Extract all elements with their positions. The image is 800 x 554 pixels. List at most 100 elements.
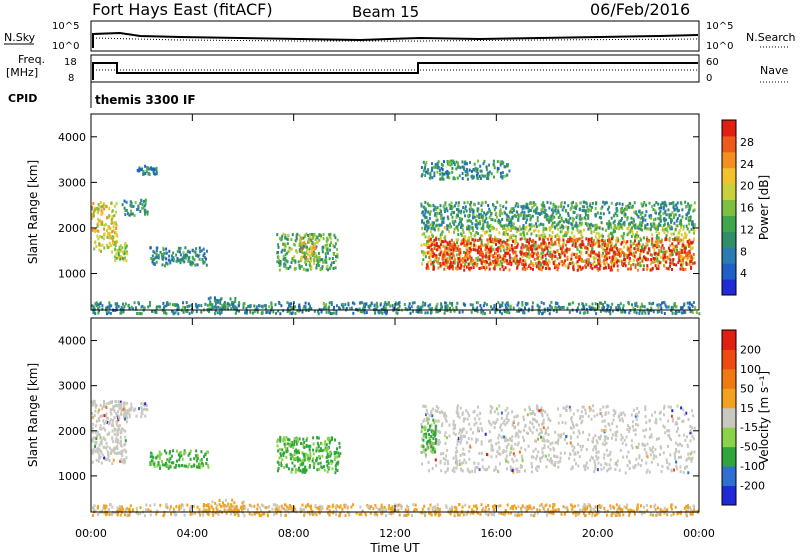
power-cell [486,224,489,228]
power-cell [364,302,367,306]
power-cell [505,206,508,210]
power-cell [94,240,97,244]
power-cell [169,259,172,263]
power-cell [566,231,569,235]
power-cell [501,175,504,179]
power-cell [451,264,454,268]
power-cell [328,235,331,239]
power-cell [456,247,459,251]
power-cell [176,257,179,260]
power-cell [290,247,293,251]
power-cell [539,267,542,271]
power-cell [670,227,673,231]
power-cell [524,237,527,241]
power-cell [483,219,486,223]
power-cell [494,206,497,209]
power-cell [571,216,574,220]
power-cell [323,305,326,309]
power-cell [108,232,111,235]
velocity-cell [110,448,113,452]
power-cell [555,212,558,216]
power-cell [105,310,108,314]
power-cell [453,204,456,208]
power-cell [687,211,690,215]
power-cell [683,256,686,260]
power-cell [103,246,106,250]
power-cell [550,240,553,243]
power-cell [644,218,647,222]
power-cell [450,265,452,269]
power-cell [679,258,682,262]
power-cell [684,246,687,250]
power-cell [683,310,686,314]
power-cell [680,251,683,255]
power-cell [466,219,469,223]
power-cell [504,228,507,232]
velocity-cell [282,436,285,440]
power-cell [535,211,538,215]
power-cell [426,240,429,243]
power-cell [306,268,309,272]
power-region [425,237,696,272]
power-cell [541,311,544,315]
power-cell [586,214,589,217]
power-cell [681,263,684,267]
power-cell [550,238,553,241]
power-cell [146,210,149,214]
power-cell [465,244,468,248]
power-cell [433,174,436,178]
velocity-cell [97,433,100,437]
power-cell [673,302,676,306]
power-cell [551,256,554,260]
power-cell [441,240,444,243]
power-cell [102,237,105,241]
power-cell [198,246,201,250]
power-cell [482,224,485,228]
power-cell [541,265,544,269]
velocity-cell [107,422,110,426]
power-cell [460,258,463,262]
power-cell [221,307,223,311]
power-cell [508,260,511,263]
power-cell [298,304,301,308]
power-cell [616,268,619,272]
power-cell [579,311,582,315]
power-cell [433,252,436,256]
power-cell [472,212,475,216]
power-cell [459,266,462,270]
power-cell [541,206,544,210]
power-cell [504,266,507,270]
power-cell [519,232,522,236]
power-cell [92,211,95,215]
power-cell [301,247,304,250]
power-cell [410,305,413,309]
power-cell [532,209,535,213]
velocity-cell [166,458,169,462]
power-cell [676,217,679,221]
power-cell [469,225,472,229]
velocity-cell [193,463,196,467]
power-cell [369,304,372,307]
velocity-cell [279,452,282,456]
power-cell [495,243,497,246]
velocity-cell [105,446,108,450]
power-cell [309,245,312,249]
power-cell [690,266,692,270]
power-cell [200,310,203,314]
power-cell [480,208,483,212]
power-cell [496,170,499,174]
power-cell [446,169,449,173]
power-cell [115,233,118,237]
power-cell [300,241,303,245]
power-cell [421,173,424,176]
power-cell [363,311,366,315]
power-cell [675,252,678,256]
power-cell [499,267,502,271]
power-cell [449,261,452,265]
power-cell [318,255,321,259]
power-colorbar-swatch [722,167,736,185]
velocity-cell [142,402,145,406]
power-cell [502,227,505,231]
power-cell [547,237,549,241]
power-cell [598,215,601,219]
